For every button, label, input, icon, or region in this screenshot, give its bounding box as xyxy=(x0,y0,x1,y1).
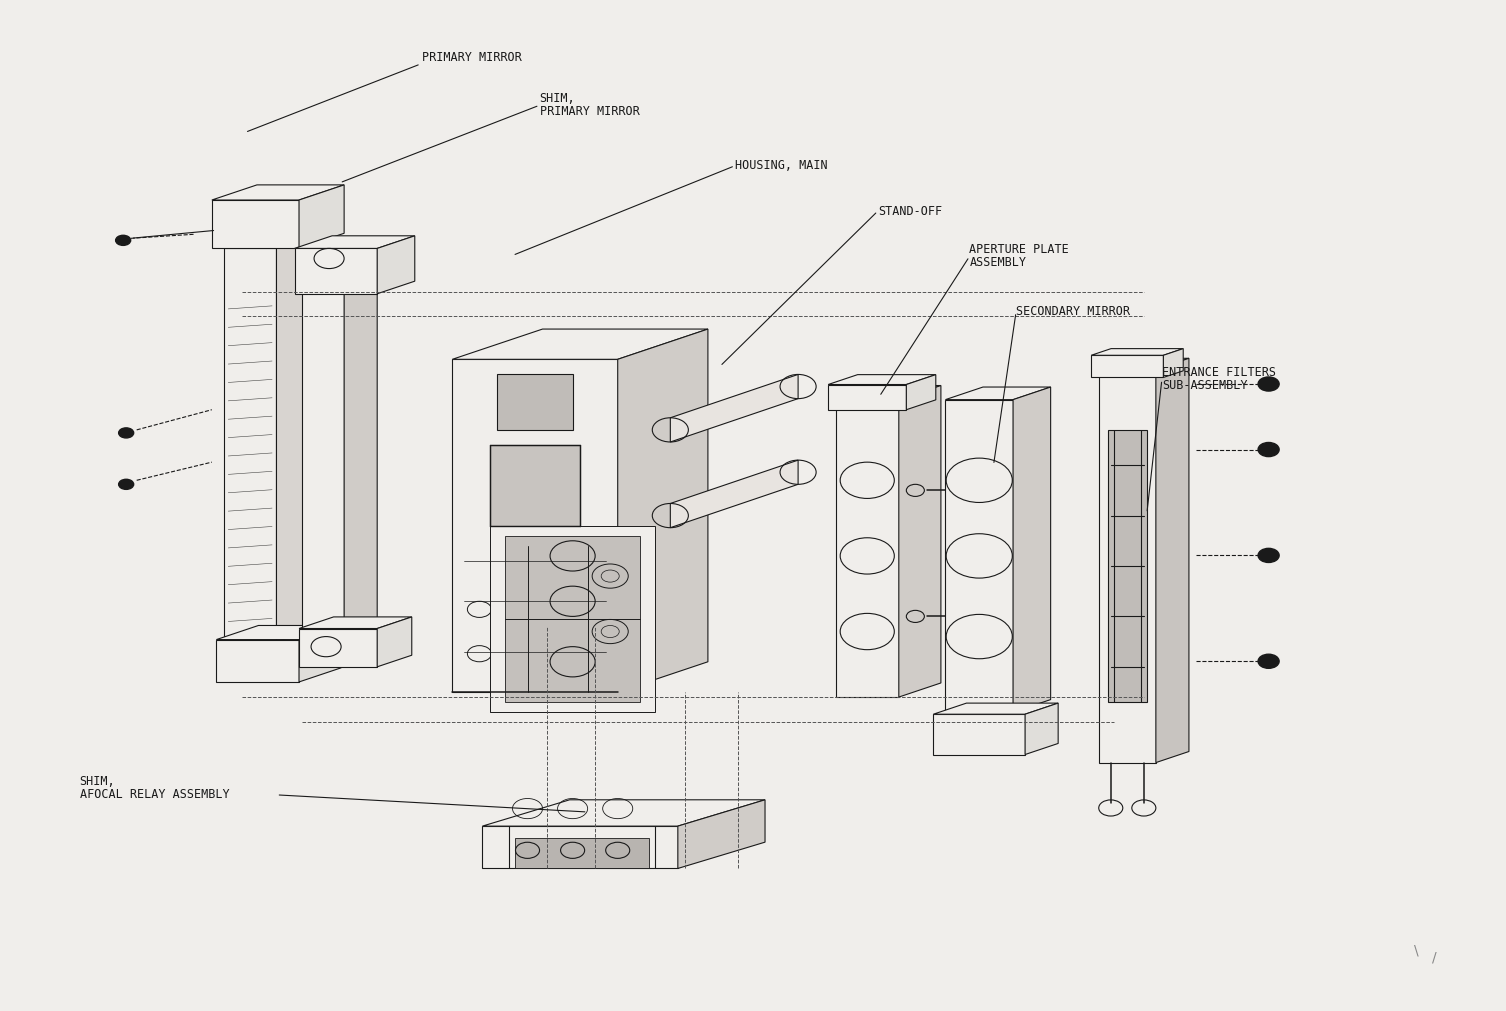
Polygon shape xyxy=(489,526,655,712)
Polygon shape xyxy=(907,375,935,409)
Polygon shape xyxy=(934,714,1026,754)
Text: /: / xyxy=(1432,950,1437,964)
Circle shape xyxy=(1258,377,1279,391)
Polygon shape xyxy=(497,374,572,430)
Text: PRIMARY MIRROR: PRIMARY MIRROR xyxy=(539,105,639,118)
Polygon shape xyxy=(224,237,315,249)
Polygon shape xyxy=(828,375,935,384)
Polygon shape xyxy=(828,384,907,409)
Circle shape xyxy=(119,479,134,489)
Polygon shape xyxy=(1092,355,1163,377)
Text: SHIM,: SHIM, xyxy=(80,775,114,789)
Text: SUB-ASSEMBLY: SUB-ASSEMBLY xyxy=(1161,379,1247,392)
Polygon shape xyxy=(452,329,708,359)
Polygon shape xyxy=(505,536,640,702)
Polygon shape xyxy=(303,274,345,632)
Text: \: \ xyxy=(1414,943,1419,957)
Polygon shape xyxy=(836,385,941,399)
Circle shape xyxy=(1258,654,1279,668)
Polygon shape xyxy=(670,460,798,528)
Polygon shape xyxy=(489,445,580,526)
Polygon shape xyxy=(1026,703,1059,754)
Text: ENTRANCE FILTERS: ENTRANCE FILTERS xyxy=(1161,366,1276,379)
Polygon shape xyxy=(212,200,300,249)
Polygon shape xyxy=(295,236,414,249)
Polygon shape xyxy=(617,329,708,692)
Polygon shape xyxy=(376,617,411,667)
Polygon shape xyxy=(300,185,345,249)
Polygon shape xyxy=(1014,387,1051,712)
Polygon shape xyxy=(1163,349,1184,377)
Text: STAND-OFF: STAND-OFF xyxy=(878,204,941,217)
Text: SECONDARY MIRROR: SECONDARY MIRROR xyxy=(1017,305,1130,318)
Polygon shape xyxy=(212,185,345,200)
Polygon shape xyxy=(1099,369,1157,762)
Circle shape xyxy=(119,428,134,438)
Polygon shape xyxy=(1099,358,1188,369)
Text: APERTURE PLATE: APERTURE PLATE xyxy=(970,243,1069,256)
Circle shape xyxy=(1258,443,1279,457)
Polygon shape xyxy=(300,629,376,667)
Polygon shape xyxy=(1108,430,1148,702)
Circle shape xyxy=(116,236,131,246)
Text: ASSEMBLY: ASSEMBLY xyxy=(970,256,1027,269)
Text: AFOCAL RELAY ASSEMBLY: AFOCAL RELAY ASSEMBLY xyxy=(80,789,229,802)
Circle shape xyxy=(1258,548,1279,562)
Polygon shape xyxy=(899,385,941,697)
Text: SHIM,: SHIM, xyxy=(539,92,575,105)
Polygon shape xyxy=(482,800,765,826)
Polygon shape xyxy=(946,387,1051,399)
Polygon shape xyxy=(515,838,649,868)
Polygon shape xyxy=(277,237,315,642)
Polygon shape xyxy=(303,264,376,274)
Polygon shape xyxy=(1157,358,1188,762)
Polygon shape xyxy=(1092,349,1184,355)
Polygon shape xyxy=(300,626,342,682)
Polygon shape xyxy=(376,236,414,294)
Polygon shape xyxy=(946,399,1014,712)
Polygon shape xyxy=(295,249,376,294)
Text: HOUSING, MAIN: HOUSING, MAIN xyxy=(735,159,828,172)
Text: PRIMARY MIRROR: PRIMARY MIRROR xyxy=(422,52,523,65)
Polygon shape xyxy=(217,640,300,682)
Polygon shape xyxy=(345,264,376,632)
Polygon shape xyxy=(678,800,765,868)
Polygon shape xyxy=(217,626,342,640)
Polygon shape xyxy=(934,703,1059,714)
Polygon shape xyxy=(482,826,678,868)
Polygon shape xyxy=(224,249,277,642)
Polygon shape xyxy=(300,617,411,629)
Polygon shape xyxy=(670,374,798,442)
Polygon shape xyxy=(836,399,899,697)
Polygon shape xyxy=(452,359,617,692)
